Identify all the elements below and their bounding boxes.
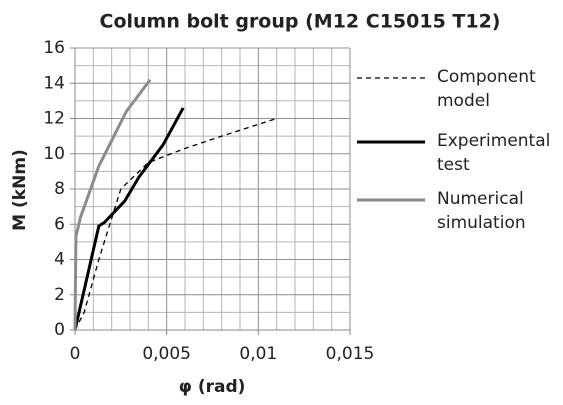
series-line: [73, 78, 152, 331]
legend-label: Experimental test: [437, 131, 551, 175]
x-tick-label: 0,005: [142, 344, 191, 364]
series-line: [73, 107, 185, 331]
y-tick-label: 12: [43, 109, 65, 129]
y-tick-label: 2: [54, 285, 65, 305]
x-tick-label: 0,015: [326, 344, 375, 364]
x-axis-label: φ (rad): [179, 377, 246, 397]
x-tick-label: 0,01: [239, 344, 277, 364]
y-tick-label: 6: [54, 214, 65, 234]
chart-title: Column bolt group (M12 C15015 T12): [100, 11, 501, 33]
y-tick-label: 14: [43, 73, 65, 93]
series-line: [74, 117, 277, 331]
y-tick-label: 10: [43, 144, 65, 164]
y-tick-label: 16: [43, 38, 65, 58]
y-tick-label: 8: [54, 179, 65, 199]
legend-label: Component model: [437, 67, 536, 111]
legend-label: Numerical simulation: [437, 189, 526, 233]
y-tick-label: 4: [54, 250, 65, 270]
y-tick-label: 0: [54, 320, 65, 340]
x-tick-label: 0: [70, 344, 81, 364]
y-axis-label: M (kNm): [10, 149, 30, 231]
